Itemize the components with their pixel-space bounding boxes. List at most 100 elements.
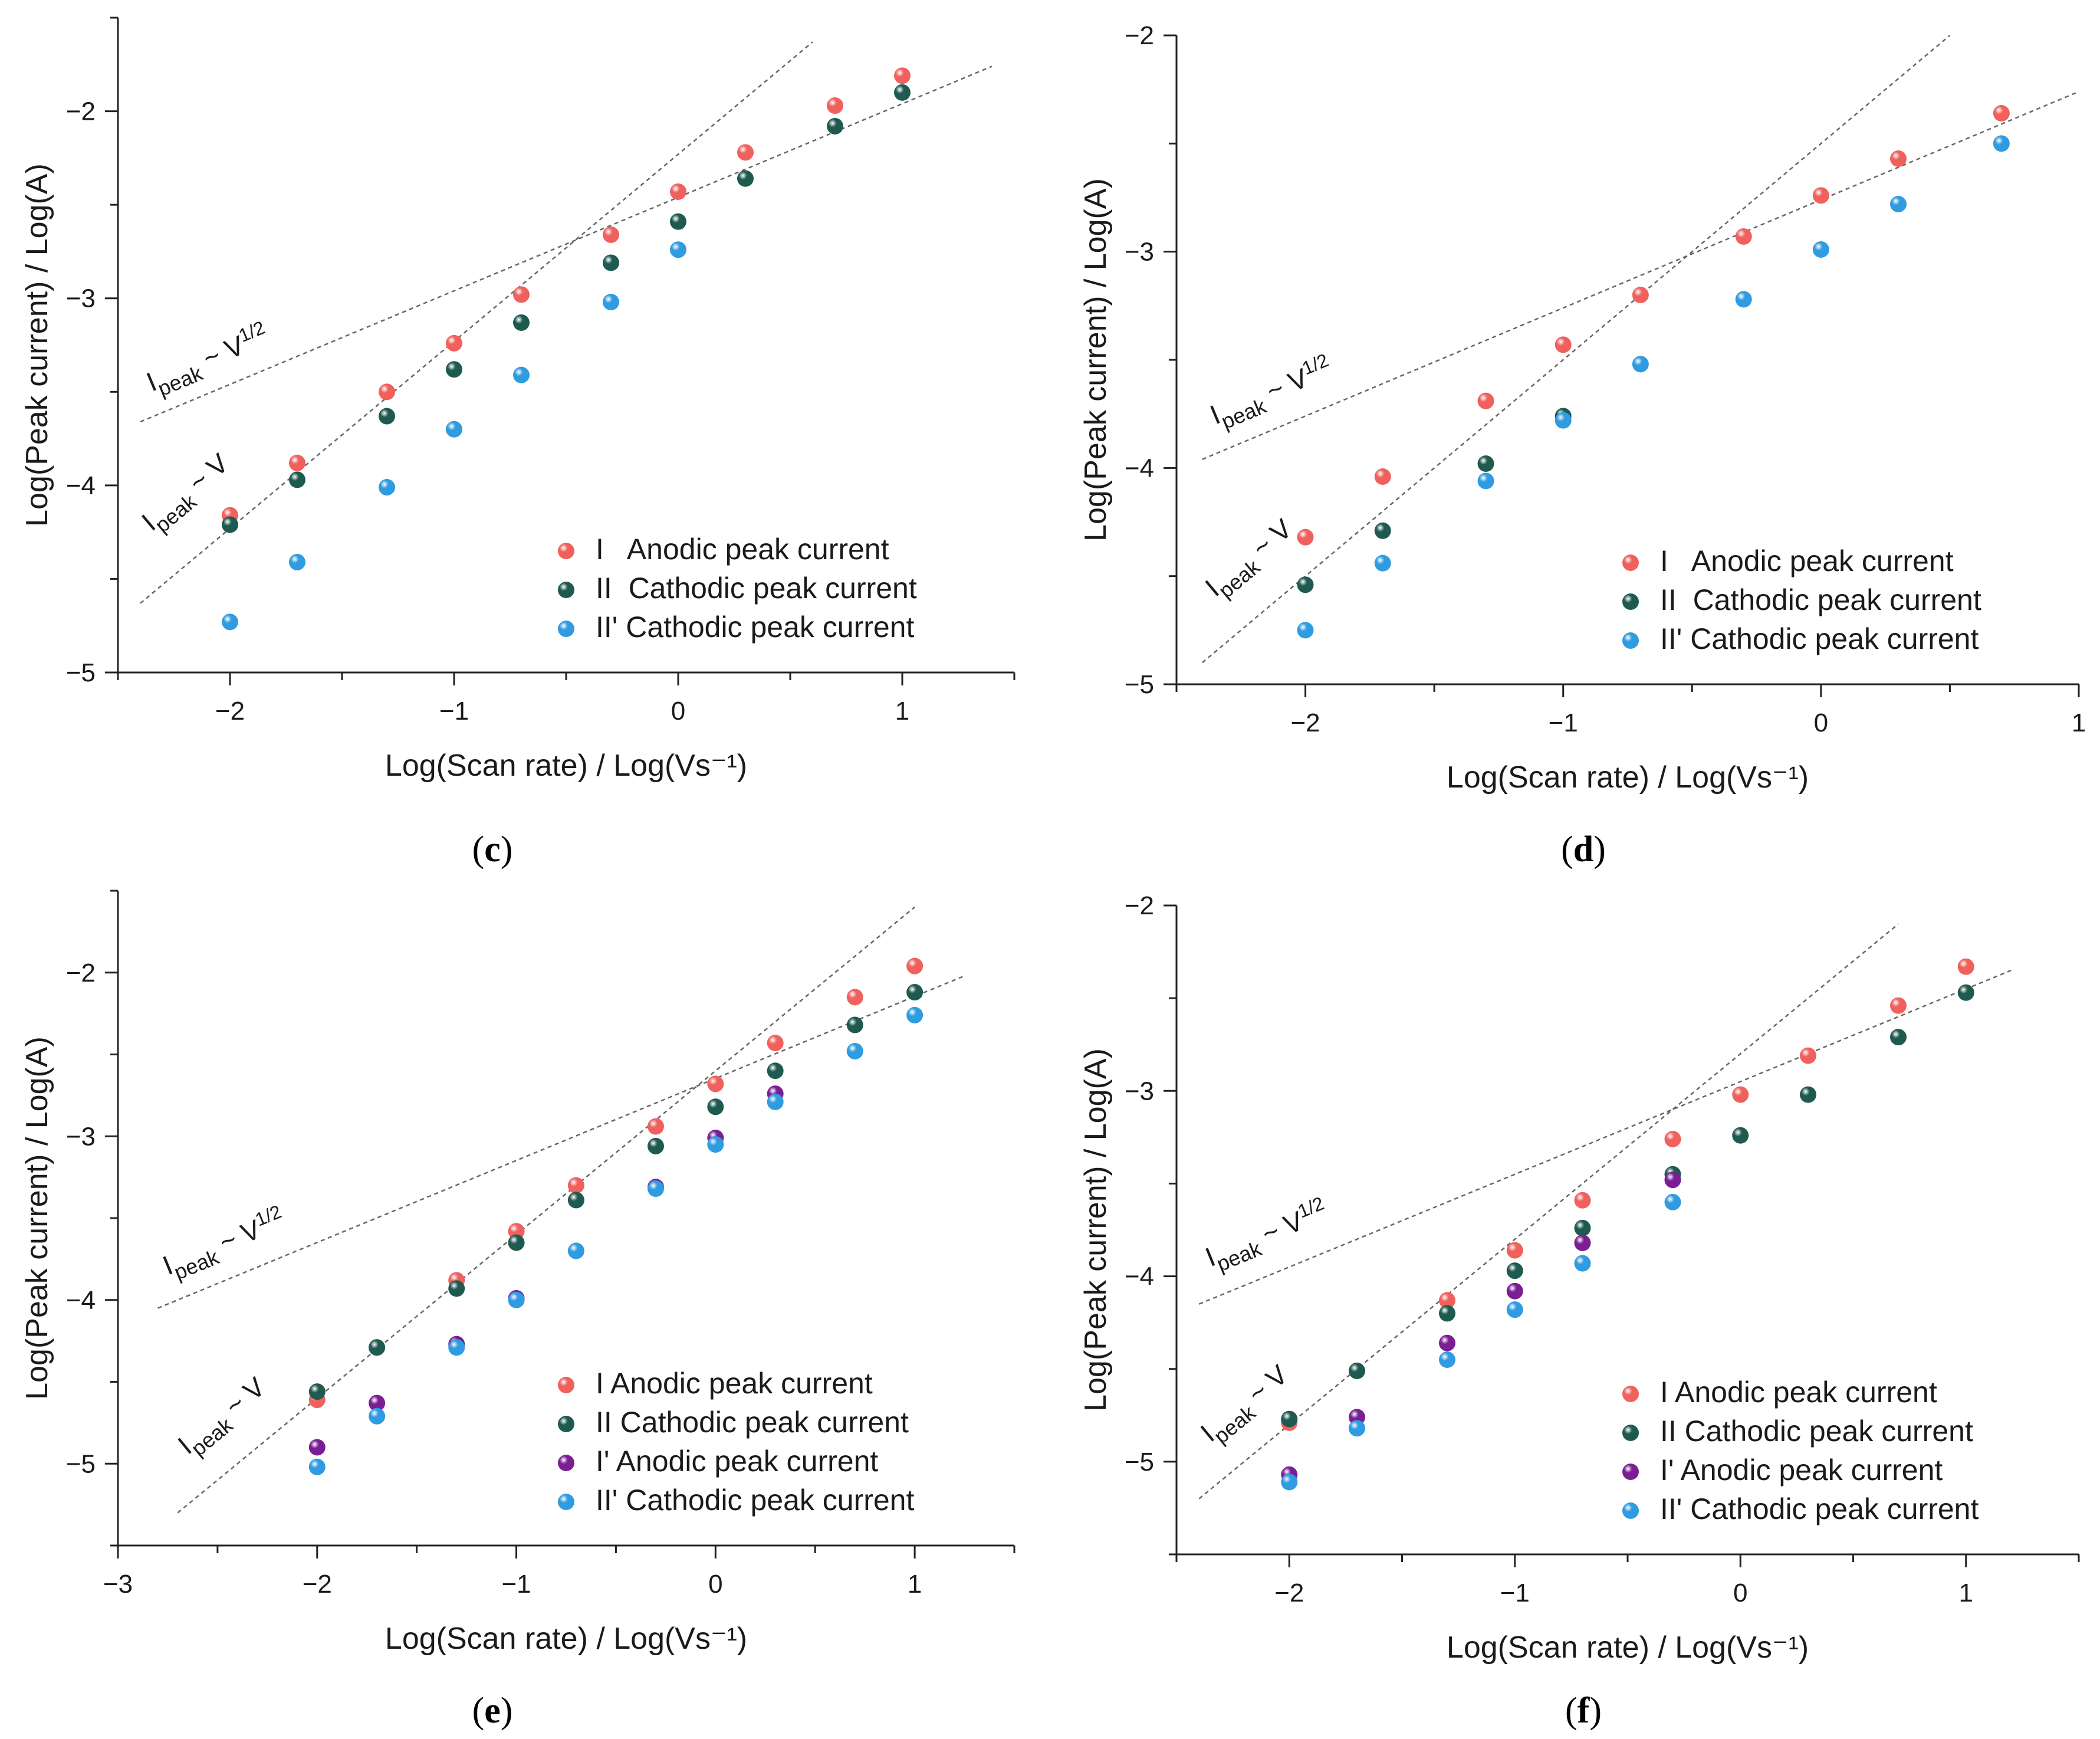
data-point-anodic-I xyxy=(1374,468,1391,485)
data-point-cathodic-II xyxy=(906,984,924,1001)
data-point-anodic-I xyxy=(670,183,686,200)
y-tick-label: −4 xyxy=(66,471,96,500)
data-point-cathodic-II xyxy=(513,314,530,331)
data-point-cathodic-IIprime xyxy=(1993,135,2010,152)
panel-e: −3 −2 −1 0 1 −5 −4 −3 −2 Log(Scan rate) / Log(Vs⁻… xyxy=(20,890,1016,1731)
data-point-anodic-I xyxy=(603,226,619,243)
data-point-anodic-I xyxy=(846,989,863,1006)
data-point-cathodic-IIprime xyxy=(767,1093,784,1110)
data-point-cathodic-IIprime xyxy=(289,553,305,570)
x-tick-label: 0 xyxy=(708,1570,722,1599)
data-point-anodic-Iprime xyxy=(1439,1334,1455,1351)
x-tick-label: 0 xyxy=(1733,1579,1747,1607)
data-point-anodic-I xyxy=(1890,997,1907,1014)
data-point-anodic-I xyxy=(1957,958,1974,975)
data-point-cathodic-II xyxy=(1800,1086,1816,1103)
x-tick-label: 0 xyxy=(671,697,685,726)
panel-c: −2 −1 0 1 −5 −4 −3 −2 Log(Scan rate) / Log(Vs⁻¹)… xyxy=(20,17,1016,869)
data-point-cathodic-IIprime xyxy=(648,1180,664,1197)
data-point-anodic-Iprime xyxy=(308,1439,326,1456)
data-point-cathodic-II xyxy=(1732,1127,1749,1144)
data-point-cathodic-IIprime xyxy=(513,366,530,383)
legend-marker xyxy=(1622,554,1639,571)
data-point-cathodic-II xyxy=(846,1016,863,1033)
legend-label: II' Cathodic peak current xyxy=(596,611,914,644)
legend-label: II Cathodic peak current xyxy=(1660,583,1981,616)
data-point-anodic-I xyxy=(1890,150,1907,167)
legend-label: I Anodic peak current xyxy=(596,1367,873,1400)
data-point-cathodic-IIprime xyxy=(1890,196,1907,212)
legend-marker xyxy=(558,543,574,559)
data-point-anodic-I xyxy=(894,67,911,84)
guide-label-sqrt: Ipeak ~ V1/2 xyxy=(141,317,275,404)
x-tick-label: −1 xyxy=(1500,1579,1530,1607)
x-tick-label: 1 xyxy=(895,697,909,726)
x-tick-label: −1 xyxy=(501,1570,531,1599)
legend-marker xyxy=(558,1455,574,1471)
data-point-cathodic-II xyxy=(767,1062,784,1080)
data-point-cathodic-IIprime xyxy=(508,1291,525,1308)
panel-caption: (f) xyxy=(1565,1691,1602,1731)
x-axis-label: Log(Scan rate) / Log(Vs⁻¹) xyxy=(1447,760,1809,795)
legend-label: II Cathodic peak current xyxy=(596,572,917,605)
x-axis-label: Log(Scan rate) / Log(Vs⁻¹) xyxy=(1447,1630,1809,1665)
x-tick-label: −2 xyxy=(1274,1579,1304,1607)
data-point-cathodic-II xyxy=(1506,1262,1523,1279)
data-point-anodic-I xyxy=(1555,336,1572,353)
y-tick-label: −2 xyxy=(66,97,96,126)
data-point-cathodic-IIprime xyxy=(448,1339,465,1356)
y-axis-label: Log(Peak current) / Log(A) xyxy=(1079,1048,1113,1412)
data-point-cathodic-II xyxy=(1349,1362,1365,1379)
data-point-cathodic-IIprime xyxy=(1812,241,1829,258)
data-point-anodic-I xyxy=(827,97,843,114)
data-point-cathodic-II xyxy=(1477,455,1494,472)
data-point-cathodic-II xyxy=(707,1098,724,1115)
y-axis-label: Log(Peak current) / Log(A) xyxy=(20,1036,54,1400)
x-tick-label: 1 xyxy=(1959,1579,1973,1607)
guide-line-sqrt xyxy=(157,975,965,1309)
guide-line-sqrt xyxy=(140,65,993,423)
y-tick-label: −5 xyxy=(66,1449,96,1478)
data-point-anodic-I xyxy=(767,1035,784,1052)
panel-caption: (c) xyxy=(472,829,513,869)
data-point-cathodic-IIprime xyxy=(1574,1255,1591,1272)
y-tick-label: −4 xyxy=(1125,1262,1154,1291)
data-point-anodic-Iprime xyxy=(369,1395,386,1412)
legend-marker xyxy=(1622,1386,1639,1402)
guide-label-sqrt: Ipeak ~ V1/2 xyxy=(1204,349,1339,437)
legend-marker xyxy=(558,1377,574,1393)
panel-f: −2 −1 0 1 −5 −4 −3 −2 Log(Scan rate) / Log(Vs⁻¹)… xyxy=(1079,891,2080,1731)
data-point-cathodic-II xyxy=(1297,576,1314,593)
legend-marker xyxy=(558,1494,574,1510)
data-point-cathodic-IIprime xyxy=(1349,1420,1365,1437)
legend-marker xyxy=(1622,1425,1639,1441)
data-point-cathodic-II xyxy=(1374,522,1391,539)
guide-line-linear xyxy=(177,906,915,1514)
data-point-cathodic-II xyxy=(648,1137,664,1154)
data-point-anodic-I xyxy=(1812,187,1829,204)
legend-marker xyxy=(1622,593,1639,610)
legend-label: I' Anodic peak current xyxy=(1660,1453,1943,1487)
data-point-cathodic-IIprime xyxy=(1477,473,1494,490)
y-tick-label: −4 xyxy=(1125,454,1154,483)
data-point-anodic-I xyxy=(737,144,754,161)
data-point-cathodic-IIprime xyxy=(1439,1351,1455,1368)
data-point-cathodic-II xyxy=(670,213,686,230)
legend-marker xyxy=(558,582,574,598)
y-axis-label: Log(Peak current) / Log(A) xyxy=(1079,178,1113,542)
data-point-cathodic-II xyxy=(446,361,462,378)
guide-label-linear: Ipeak ~ V xyxy=(1195,1359,1298,1453)
data-point-anodic-I xyxy=(1735,228,1752,245)
data-point-cathodic-IIprime xyxy=(1374,554,1391,572)
data-point-anodic-Iprime xyxy=(1664,1172,1681,1189)
x-tick-label: −1 xyxy=(1549,708,1578,737)
guide-label-sqrt: Ipeak ~ V1/2 xyxy=(1200,1192,1335,1279)
data-point-cathodic-IIprime xyxy=(446,421,462,438)
guide-line-linear xyxy=(1198,923,1899,1500)
data-point-cathodic-II xyxy=(508,1234,525,1251)
data-point-anodic-I xyxy=(648,1118,664,1135)
data-point-anodic-I xyxy=(1800,1047,1816,1064)
data-point-cathodic-IIprime xyxy=(603,294,619,311)
data-point-anodic-I xyxy=(1506,1242,1523,1259)
